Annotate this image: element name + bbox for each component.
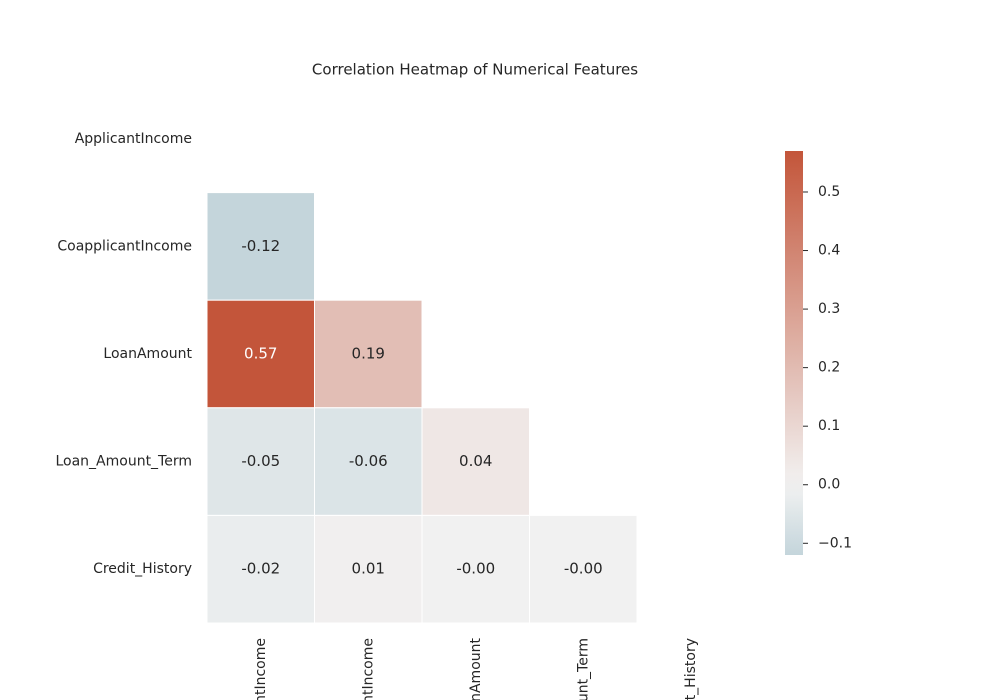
heatmap-cell: [206, 407, 315, 516]
cell-label: -0.05: [241, 452, 280, 470]
heatmap-cell: [314, 514, 423, 624]
cell-label: -0.00: [564, 560, 603, 578]
y-tick-label: ApplicantIncome: [75, 131, 192, 147]
cell-label: -0.06: [349, 452, 388, 470]
heatmap-cell: [314, 299, 423, 409]
heatmap-cell: [529, 514, 638, 624]
cell-label: -0.12: [241, 237, 280, 255]
cell-label: 0.57: [244, 345, 277, 363]
y-tick-label: Credit_History: [93, 561, 192, 577]
heatmap-cell: [206, 514, 315, 624]
heatmap-cell: [314, 407, 423, 516]
heatmap-cell: [421, 514, 530, 624]
colorbar-tick-label: 0.2: [818, 360, 840, 376]
colorbar-tick-label: 0.3: [818, 301, 840, 317]
heatmap-cell: [421, 407, 530, 516]
heatmap-cell: [206, 299, 315, 409]
x-tick-label: Credit_History: [683, 638, 699, 700]
colorbar-tick-label: −0.1: [818, 535, 852, 551]
y-tick-label: LoanAmount: [103, 346, 192, 362]
colorbar: [785, 151, 803, 555]
chart-title: Correlation Heatmap of Numerical Feature…: [312, 61, 638, 79]
heatmap-cell: [206, 192, 315, 301]
x-tick-label: ApplicantIncome: [253, 638, 269, 700]
cell-label: 0.01: [352, 560, 385, 578]
cell-label: -0.00: [456, 560, 495, 578]
colorbar-tick-label: 0.5: [818, 184, 840, 200]
colorbar-tick-label: 0.0: [818, 477, 840, 493]
colorbar-tick-label: 0.4: [818, 243, 840, 259]
cell-label: 0.19: [352, 345, 385, 363]
x-tick-label: Loan_Amount_Term: [575, 638, 591, 700]
y-tick-label: CoapplicantIncome: [57, 238, 192, 254]
cell-label: -0.02: [241, 560, 280, 578]
x-tick-label: LoanAmount: [468, 637, 484, 700]
y-tick-label: Loan_Amount_Term: [55, 454, 192, 470]
cell-label: 0.04: [459, 452, 492, 470]
colorbar-tick-label: 0.1: [818, 418, 840, 434]
x-tick-label: CoapplicantIncome: [360, 638, 376, 700]
